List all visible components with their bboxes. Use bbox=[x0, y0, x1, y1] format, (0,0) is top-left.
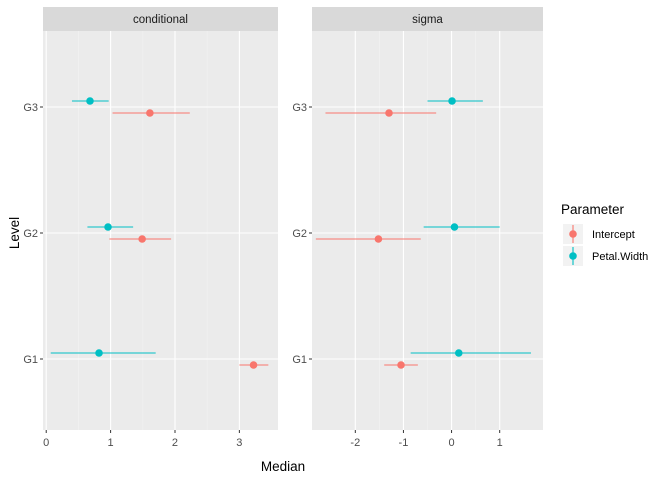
median-point bbox=[104, 223, 112, 231]
legend-key-point bbox=[569, 230, 577, 238]
legend: Parameter Intercept Petal.Width bbox=[561, 202, 648, 266]
legend-label: Intercept bbox=[592, 229, 635, 241]
pointrange-petal-width-g1 bbox=[410, 349, 531, 357]
pointrange-intercept-g3 bbox=[325, 109, 437, 117]
pointrange-intercept-g2 bbox=[109, 235, 172, 243]
pointrange-intercept-g1 bbox=[384, 361, 418, 369]
x-tick-label: 1 bbox=[497, 437, 503, 449]
legend-title: Parameter bbox=[561, 202, 625, 217]
median-point bbox=[86, 97, 94, 105]
strip-background bbox=[43, 7, 278, 31]
legend-item-intercept: Intercept bbox=[563, 224, 635, 244]
panels-layer: conditional 0 1 2 3 G1 G2 G3 sigma -2 -1 0 1 G1 G2 G3 bbox=[23, 7, 543, 449]
median-point bbox=[138, 235, 146, 243]
legend-item-petal-width: Petal.Width bbox=[563, 246, 648, 266]
x-tick-label: -1 bbox=[399, 437, 409, 449]
median-point bbox=[374, 235, 383, 243]
median-point bbox=[249, 361, 258, 369]
pointrange-petal-width-g2 bbox=[423, 223, 500, 231]
y-axis-title: Level bbox=[7, 217, 22, 249]
legend-items: Intercept Petal.Width bbox=[563, 224, 648, 266]
median-point bbox=[454, 349, 463, 357]
legend-key-point bbox=[569, 252, 577, 260]
x-axis-title: Median bbox=[261, 459, 305, 474]
legend-label: Petal.Width bbox=[592, 251, 648, 263]
strip-label: conditional bbox=[133, 14, 188, 26]
y-tick-label: G1 bbox=[292, 354, 307, 366]
panel-sigma: sigma -2 -1 0 1 G1 G2 G3 bbox=[292, 7, 543, 449]
pointrange-intercept-g3 bbox=[112, 109, 190, 117]
median-point bbox=[146, 109, 154, 117]
strip-label: sigma bbox=[412, 14, 443, 26]
pointrange-intercept-g1 bbox=[239, 361, 269, 369]
median-point bbox=[450, 223, 459, 231]
pointrange-intercept-g2 bbox=[315, 235, 421, 243]
x-tick-label: 0 bbox=[449, 437, 455, 449]
pointrange-petal-width-g2 bbox=[87, 223, 134, 231]
median-point bbox=[397, 361, 405, 369]
x-tick-label: -2 bbox=[350, 437, 360, 449]
y-tick-label: G2 bbox=[23, 228, 38, 240]
strip-background bbox=[312, 7, 543, 31]
median-point bbox=[385, 109, 393, 117]
pointrange-petal-width-g3 bbox=[71, 97, 109, 105]
y-tick-label: G2 bbox=[292, 228, 307, 240]
y-tick-label: G3 bbox=[23, 102, 38, 114]
x-tick-label: 0 bbox=[43, 437, 49, 449]
x-tick-label: 1 bbox=[108, 437, 114, 449]
median-point bbox=[95, 349, 103, 357]
y-tick-label: G1 bbox=[23, 354, 38, 366]
median-point bbox=[448, 97, 456, 105]
y-tick-label: G3 bbox=[292, 102, 307, 114]
pointrange-petal-width-g3 bbox=[427, 97, 483, 105]
panel-conditional: conditional 0 1 2 3 G1 G2 G3 bbox=[23, 7, 278, 449]
x-tick-label: 3 bbox=[236, 437, 242, 449]
x-tick-label: 2 bbox=[172, 437, 178, 449]
pointrange-petal-width-g1 bbox=[50, 349, 156, 357]
